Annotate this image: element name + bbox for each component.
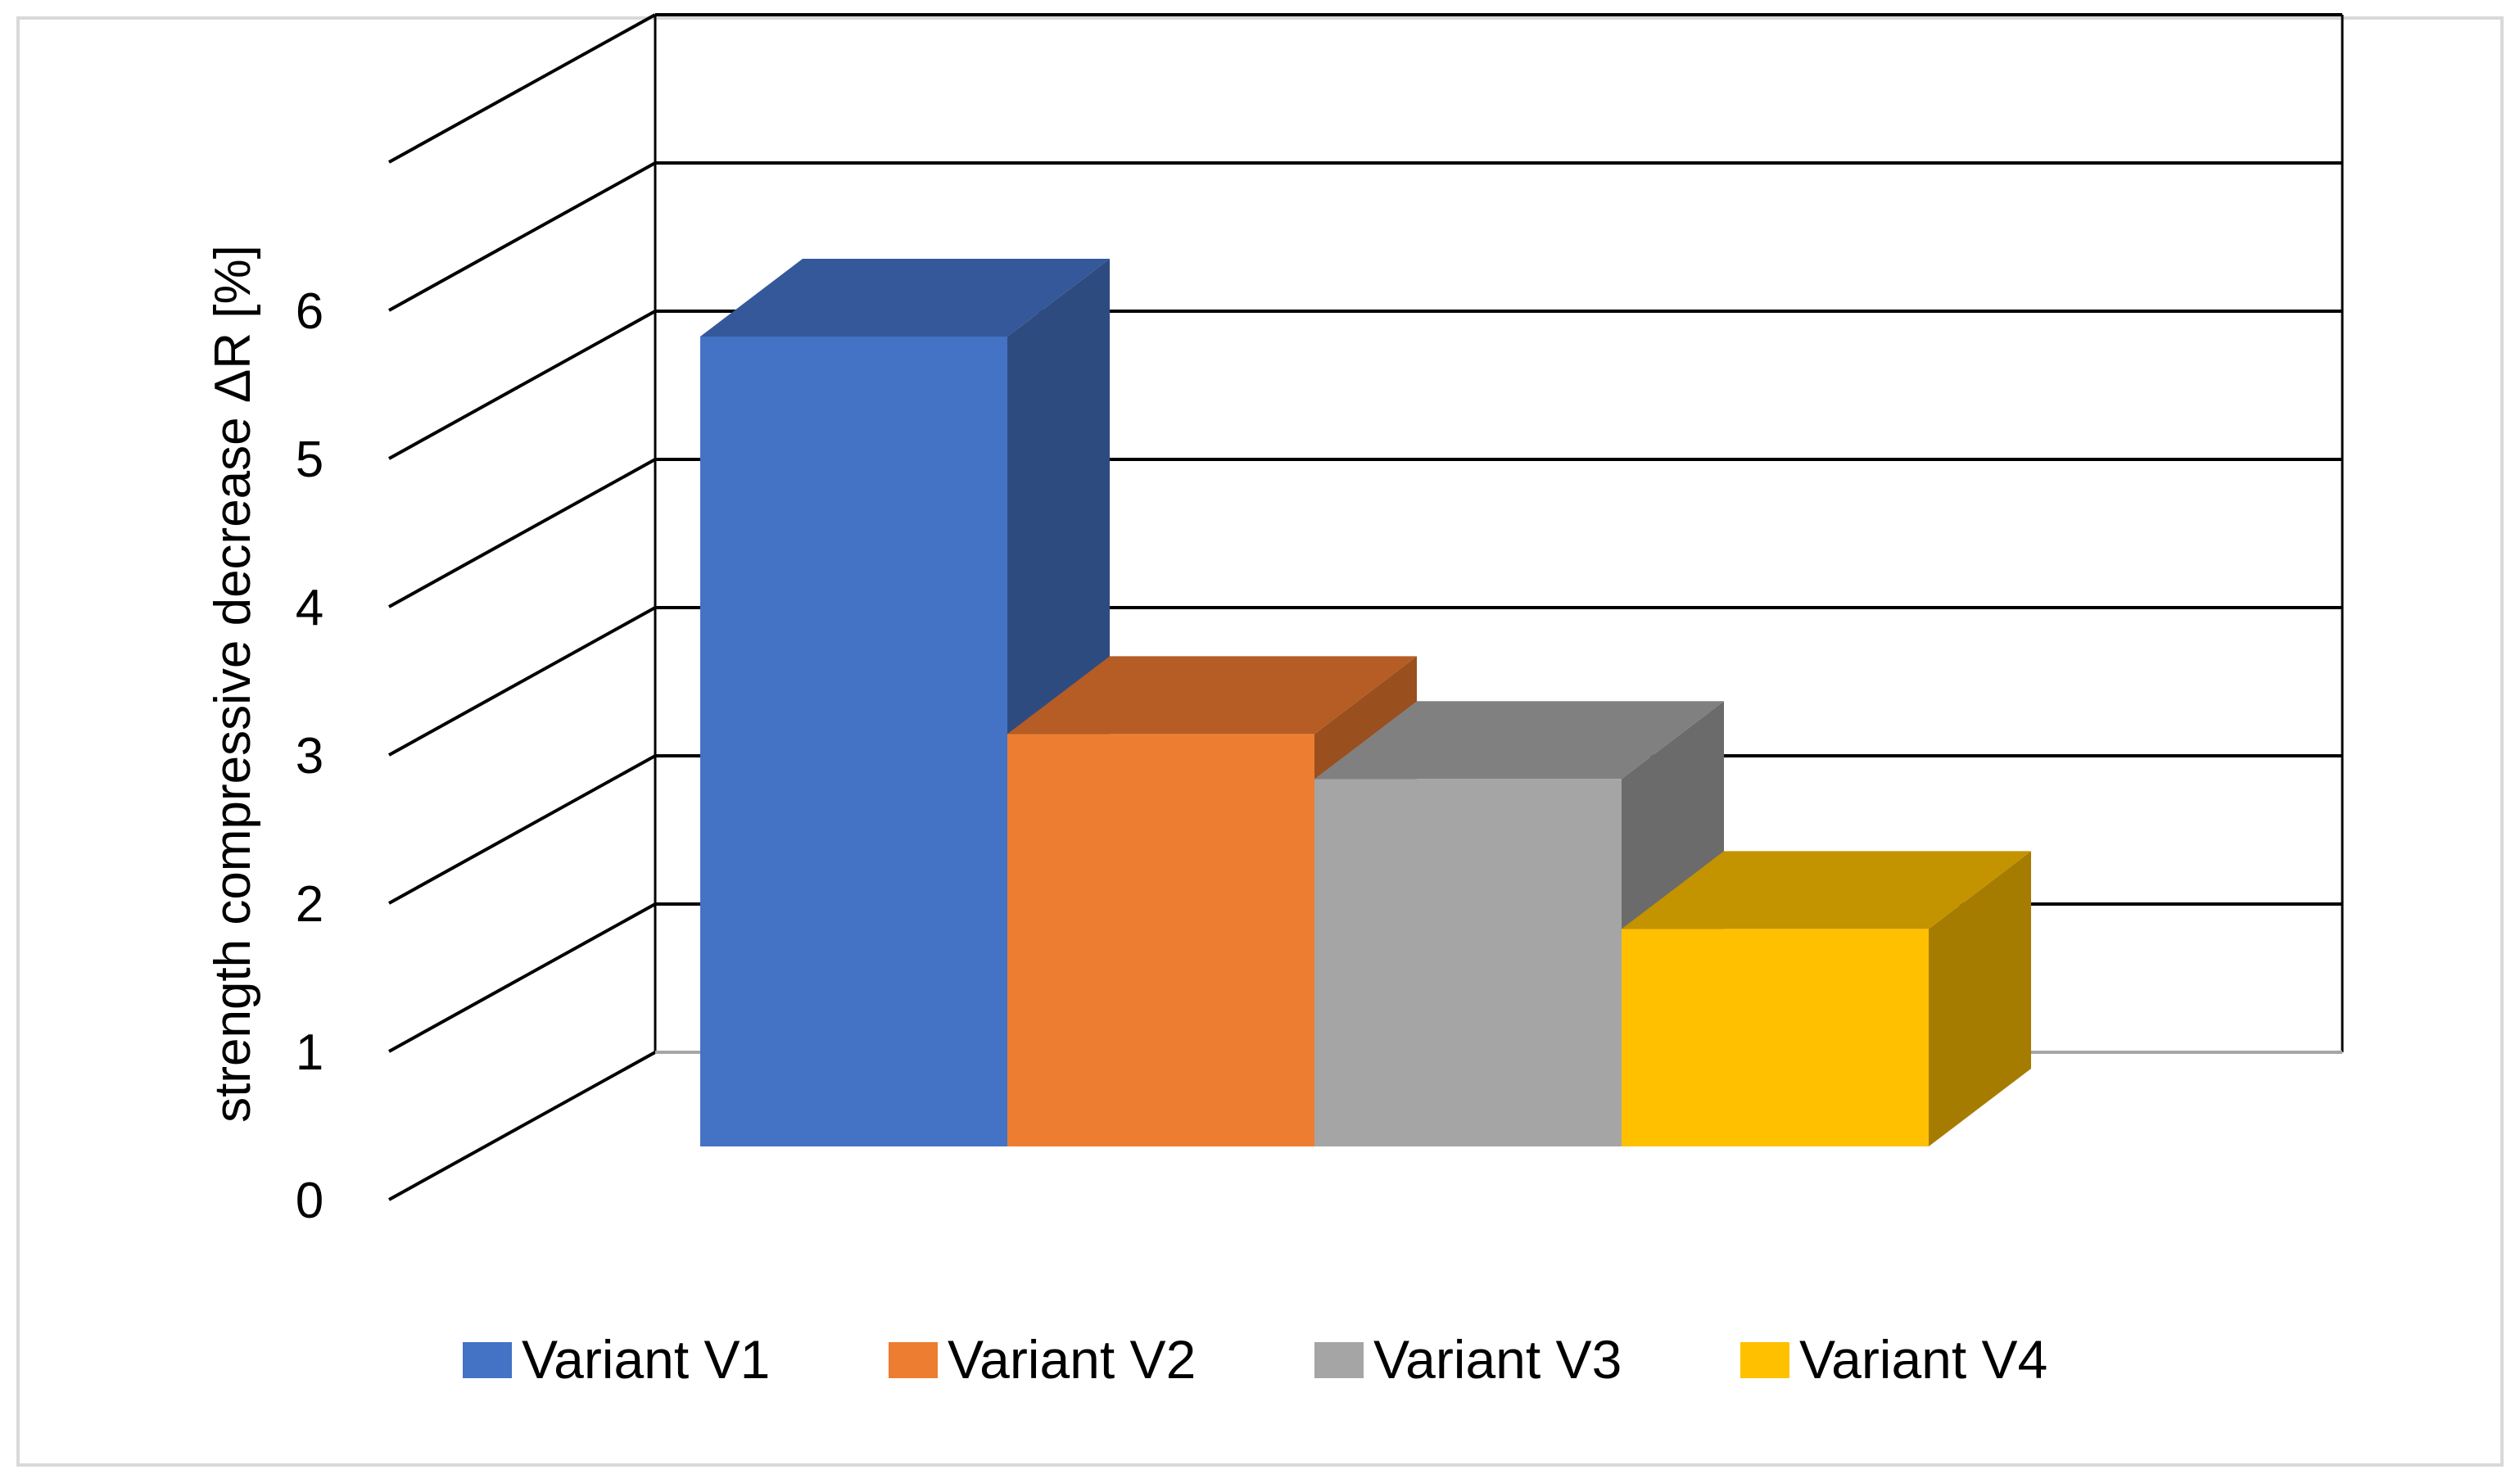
- gridline-side-7: [388, 13, 656, 164]
- legend: Variant V1 Variant V2 Variant V3 Variant V4: [463, 1329, 2047, 1390]
- bar-side: [1929, 851, 2031, 1146]
- bar-top: [700, 259, 1110, 337]
- y-axis-label: strength compressive decrease ΔR [%]: [205, 245, 261, 1123]
- gridline-side-5: [388, 310, 656, 460]
- legend-item: Variant V1: [463, 1329, 770, 1390]
- bar-front: [700, 337, 1007, 1146]
- bar-top: [1314, 701, 1724, 780]
- legend-label: Variant V4: [1799, 1329, 2047, 1390]
- bar-front: [1007, 734, 1314, 1146]
- y-tick-label: 3: [296, 728, 323, 784]
- legend-swatch: [1314, 1342, 1364, 1378]
- gridline-side-6: [388, 161, 656, 312]
- bar-front: [1314, 779, 1622, 1146]
- gridline-side-4: [388, 458, 656, 608]
- bar-front: [1622, 929, 1929, 1146]
- y-tick-labels: 0 1 2 3 4 5 6: [296, 283, 323, 1229]
- bar-variant-v4: [1622, 851, 2031, 1146]
- legend-swatch: [463, 1342, 512, 1378]
- legend-item: Variant V2: [889, 1329, 1196, 1390]
- legend-swatch: [889, 1342, 938, 1378]
- legend-label: Variant V3: [1373, 1329, 1622, 1390]
- y-tick-label: 4: [296, 580, 323, 636]
- bar-variant-v1: [700, 259, 1110, 1146]
- gridline-side-0: [388, 1051, 656, 1201]
- bar-top: [1007, 656, 1417, 735]
- y-tick-label: 2: [296, 876, 323, 933]
- legend-swatch: [1740, 1342, 1789, 1378]
- legend-label: Variant V1: [522, 1329, 770, 1390]
- legend-label: Variant V2: [948, 1329, 1196, 1390]
- bars: [700, 259, 2031, 1146]
- gridline-side-2: [388, 754, 656, 905]
- y-tick-label: 1: [296, 1024, 323, 1081]
- gridline-side-3: [388, 606, 656, 757]
- bar-top: [1622, 851, 2031, 929]
- y-tick-label: 6: [296, 283, 323, 340]
- legend-item: Variant V3: [1314, 1329, 1622, 1390]
- y-tick-label: 0: [296, 1173, 323, 1229]
- legend-item: Variant V4: [1740, 1329, 2047, 1390]
- gridline-side-1: [388, 902, 656, 1053]
- y-tick-label: 5: [296, 432, 323, 488]
